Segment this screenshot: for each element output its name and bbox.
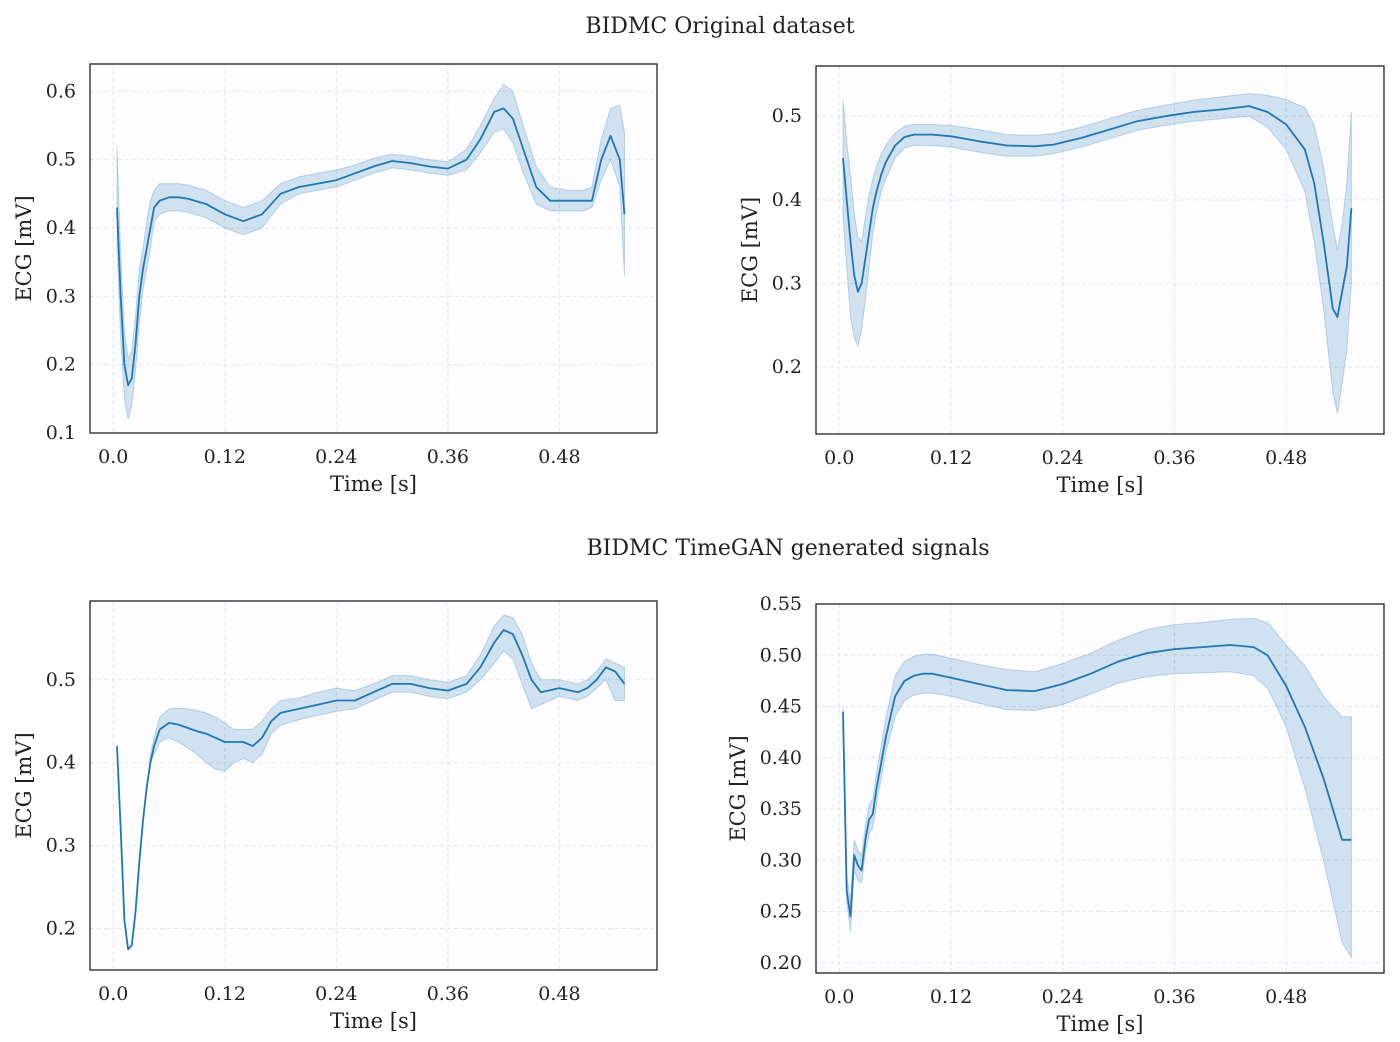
x-tick-label: 0.48 bbox=[538, 983, 580, 1005]
plot-contents bbox=[116, 83, 626, 420]
x-tick-label: 0.12 bbox=[204, 446, 246, 468]
y-tick-label: 0.6 bbox=[46, 80, 76, 102]
axes-frame bbox=[815, 603, 1385, 974]
y-tick-label: 0.5 bbox=[772, 105, 802, 127]
x-axis-label: Time [s] bbox=[330, 472, 417, 496]
y-tick-label: 0.50 bbox=[760, 644, 802, 666]
mean-line-0 bbox=[842, 644, 1352, 918]
x-tick-label: 0.24 bbox=[1042, 986, 1084, 1008]
x-tick-label: 0.24 bbox=[315, 983, 357, 1005]
x-tick-label: 0.24 bbox=[1042, 447, 1084, 469]
x-axis-label: Time [s] bbox=[1057, 1012, 1144, 1036]
subplot-bottom-left: 0.0 0.12 0.24 0.36 0.48 0.2 0.3 0.4 0.5 Time [s] E… bbox=[12, 600, 658, 1033]
y-tick-label: 0.4 bbox=[46, 752, 76, 774]
y-tick-label: 0.35 bbox=[760, 798, 802, 820]
confidence-band-0 bbox=[116, 83, 625, 420]
x-tick-label: 0.0 bbox=[98, 446, 128, 468]
axes-frame bbox=[815, 65, 1385, 435]
x-tick-label: 0.36 bbox=[1153, 986, 1195, 1008]
x-tick-label: 0.12 bbox=[204, 983, 246, 1005]
y-tick-label: 0.5 bbox=[46, 669, 76, 691]
subplot-top-left: 0.0 0.12 0.24 0.36 0.48 0.1 0.2 0.3 0.4 0.5 0.6 Tim… bbox=[12, 63, 658, 496]
x-tick-label: 0.0 bbox=[98, 983, 128, 1005]
y-tick-label: 0.3 bbox=[46, 285, 76, 307]
axes-frame bbox=[89, 63, 658, 434]
y-axis-label: ECG [mV] bbox=[12, 732, 36, 838]
plot-contents bbox=[842, 617, 1352, 960]
x-axis-label: Time [s] bbox=[1057, 473, 1144, 497]
x-axis-label: Time [s] bbox=[330, 1009, 417, 1033]
plot-area bbox=[90, 601, 657, 970]
plot-contents bbox=[116, 614, 626, 951]
plot-area bbox=[90, 64, 657, 433]
axes-frame bbox=[89, 600, 658, 971]
y-tick-label: 0.45 bbox=[760, 696, 802, 718]
x-tick-label: 0.24 bbox=[315, 446, 357, 468]
x-tick-label: 0.12 bbox=[930, 986, 972, 1008]
y-tick-label: 0.40 bbox=[760, 747, 802, 769]
y-tick-label: 0.3 bbox=[46, 835, 76, 857]
x-tick-label: 0.36 bbox=[427, 446, 469, 468]
mean-line-0 bbox=[116, 107, 626, 387]
mean-line-0 bbox=[116, 629, 626, 951]
suptitle-original: BIDMC Original dataset bbox=[585, 14, 854, 39]
x-tick-label: 0.48 bbox=[1265, 447, 1307, 469]
x-tick-label: 0.12 bbox=[930, 447, 972, 469]
confidence-band-0 bbox=[842, 93, 1352, 414]
y-tick-label: 0.4 bbox=[46, 217, 76, 239]
x-tick-label: 0.36 bbox=[427, 983, 469, 1005]
y-tick-label: 0.3 bbox=[772, 272, 802, 294]
suptitle-generated: BIDMC TimeGAN generated signals bbox=[586, 536, 989, 561]
y-tick-label: 0.2 bbox=[46, 354, 76, 376]
y-axis-label: ECG [mV] bbox=[12, 195, 36, 301]
plot-contents bbox=[842, 93, 1353, 414]
y-tick-label: 0.55 bbox=[760, 593, 802, 615]
confidence-band-0 bbox=[842, 617, 1352, 960]
mean-line-0 bbox=[842, 105, 1353, 318]
y-tick-label: 0.5 bbox=[46, 149, 76, 171]
x-tick-label: 0.0 bbox=[824, 447, 854, 469]
subplot-bottom-right: 0.0 0.12 0.24 0.36 0.48 0.20 0.25 0.30 0.35 0.40 0… bbox=[726, 593, 1385, 1036]
y-tick-label: 0.25 bbox=[760, 901, 802, 923]
y-axis-label: ECG [mV] bbox=[726, 735, 750, 841]
x-tick-label: 0.36 bbox=[1153, 447, 1195, 469]
y-tick-label: 0.1 bbox=[46, 422, 76, 444]
y-tick-label: 0.2 bbox=[46, 918, 76, 940]
y-tick-label: 0.4 bbox=[772, 189, 802, 211]
x-tick-label: 0.0 bbox=[824, 986, 854, 1008]
x-tick-label: 0.48 bbox=[538, 446, 580, 468]
y-tick-label: 0.20 bbox=[760, 952, 802, 974]
y-axis-label: ECG [mV] bbox=[738, 197, 762, 303]
y-tick-label: 0.30 bbox=[760, 849, 802, 871]
subplot-top-right: 0.0 0.12 0.24 0.36 0.48 0.2 0.3 0.4 0.5 Time [s] E… bbox=[738, 65, 1385, 497]
y-tick-label: 0.2 bbox=[772, 356, 802, 378]
x-tick-label: 0.48 bbox=[1265, 986, 1307, 1008]
